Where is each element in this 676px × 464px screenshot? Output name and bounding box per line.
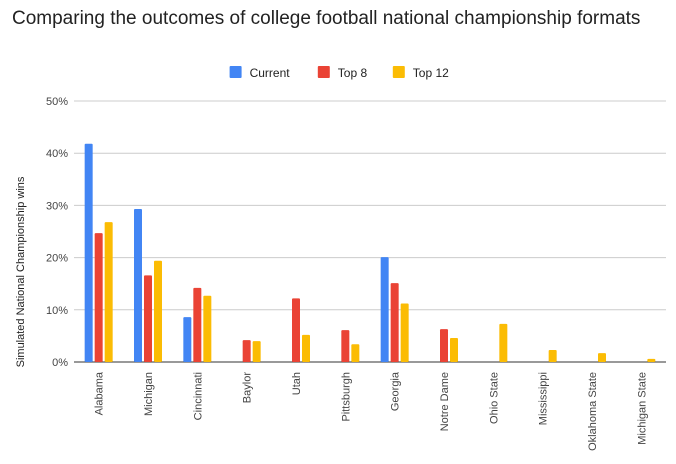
bar-top-12 — [499, 323, 508, 362]
x-tick-label: Michigan State — [636, 372, 648, 445]
y-tick-label: 50% — [46, 96, 68, 108]
x-tick-label: Michigan — [143, 372, 155, 416]
x-tick-label: Alabama — [94, 371, 106, 415]
bar-top-12 — [450, 337, 458, 362]
legend-swatch — [317, 66, 330, 78]
y-tick-label: 0% — [52, 357, 68, 369]
bar-top-12 — [400, 303, 409, 362]
x-tick-label: Mississippi — [538, 372, 550, 425]
bar-top-8 — [390, 283, 399, 362]
bar-current — [134, 209, 142, 362]
bar-top-12 — [598, 353, 606, 362]
legend-swatch — [392, 66, 405, 78]
bar-top-12 — [548, 349, 557, 362]
bar-top-12 — [252, 341, 261, 362]
x-tick-label: Oklahoma State — [587, 372, 599, 451]
bar-top-8 — [341, 330, 350, 362]
legend: Current Top 8 Top 12 — [229, 66, 449, 80]
gridlines — [74, 100, 666, 363]
bar-top-12 — [154, 260, 162, 362]
bar-top-8 — [144, 275, 152, 362]
y-tick-label: 20% — [46, 253, 68, 265]
bar-top-8 — [440, 329, 448, 362]
bar-top-8 — [94, 233, 103, 362]
legend-swatch — [229, 66, 242, 78]
legend-label: Top 12 — [413, 66, 449, 80]
bar-top-12 — [647, 358, 656, 362]
bar-current — [380, 257, 389, 362]
bars — [84, 143, 656, 362]
bar-top-12 — [302, 334, 310, 362]
x-tick-label: Ohio State — [488, 372, 500, 424]
y-axis-title: Simulated National Championship wins — [15, 176, 27, 367]
x-tick-label: Baylor — [242, 372, 254, 404]
bar-top-8 — [242, 340, 251, 362]
y-tick-label: 10% — [46, 305, 68, 317]
legend-label: Current — [250, 66, 291, 80]
x-tick-label: Utah — [291, 372, 303, 395]
x-axis-ticks: Alabama Michigan Cincinnati Baylor Utah Pitts… — [94, 371, 649, 451]
bar-top-12 — [104, 222, 113, 362]
y-tick-label: 30% — [46, 200, 68, 212]
y-axis-ticks: 0% 10% 20% 30% 40% 50% — [46, 96, 68, 369]
bar-top-12 — [203, 295, 212, 362]
chart-title: Comparing the outcomes of college footba… — [12, 8, 641, 29]
bar-top-12 — [351, 344, 360, 362]
bar-current — [183, 317, 192, 362]
x-tick-label: Cincinnati — [192, 372, 204, 420]
x-tick-label: Georgia — [390, 371, 402, 411]
bar-current — [84, 143, 93, 362]
bar-top-8 — [193, 287, 202, 362]
x-tick-label: Notre Dame — [439, 372, 451, 431]
y-tick-label: 40% — [46, 148, 68, 160]
x-tick-label: Pittsburgh — [340, 372, 352, 422]
legend-label: Top 8 — [338, 66, 368, 80]
bar-top-8 — [292, 298, 300, 362]
